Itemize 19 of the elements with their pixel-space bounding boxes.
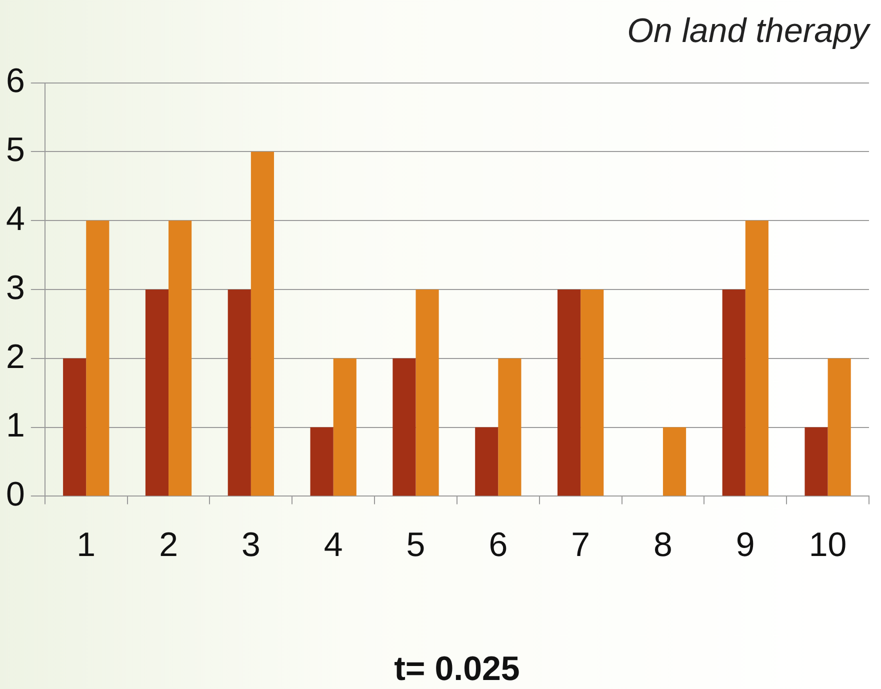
y-tick-label: 2 bbox=[6, 338, 25, 376]
x-tick-label: 6 bbox=[488, 526, 508, 564]
y-tick-label: 5 bbox=[6, 131, 25, 170]
x-tick-label: 3 bbox=[241, 526, 260, 564]
x-tick-label: 8 bbox=[654, 526, 672, 564]
y-tick-label: 4 bbox=[6, 200, 25, 238]
x-tick-label: 7 bbox=[571, 526, 590, 564]
text: t= 0.025 bbox=[394, 650, 520, 688]
x-tick-label: 5 bbox=[406, 526, 426, 564]
x-tick-label: 10 bbox=[808, 526, 847, 564]
x-tick-label: 2 bbox=[159, 526, 178, 564]
y-tick-label: 1 bbox=[6, 406, 25, 445]
y-tick-label: 6 bbox=[6, 62, 25, 100]
x-tick-label: 4 bbox=[324, 526, 343, 564]
y-tick-label: 0 bbox=[6, 476, 25, 514]
x-tick-label: 9 bbox=[736, 526, 755, 564]
chart-title: On land therapy bbox=[627, 12, 871, 50]
x-tick-label: 1 bbox=[76, 526, 96, 564]
y-tick-label: 3 bbox=[6, 268, 25, 307]
